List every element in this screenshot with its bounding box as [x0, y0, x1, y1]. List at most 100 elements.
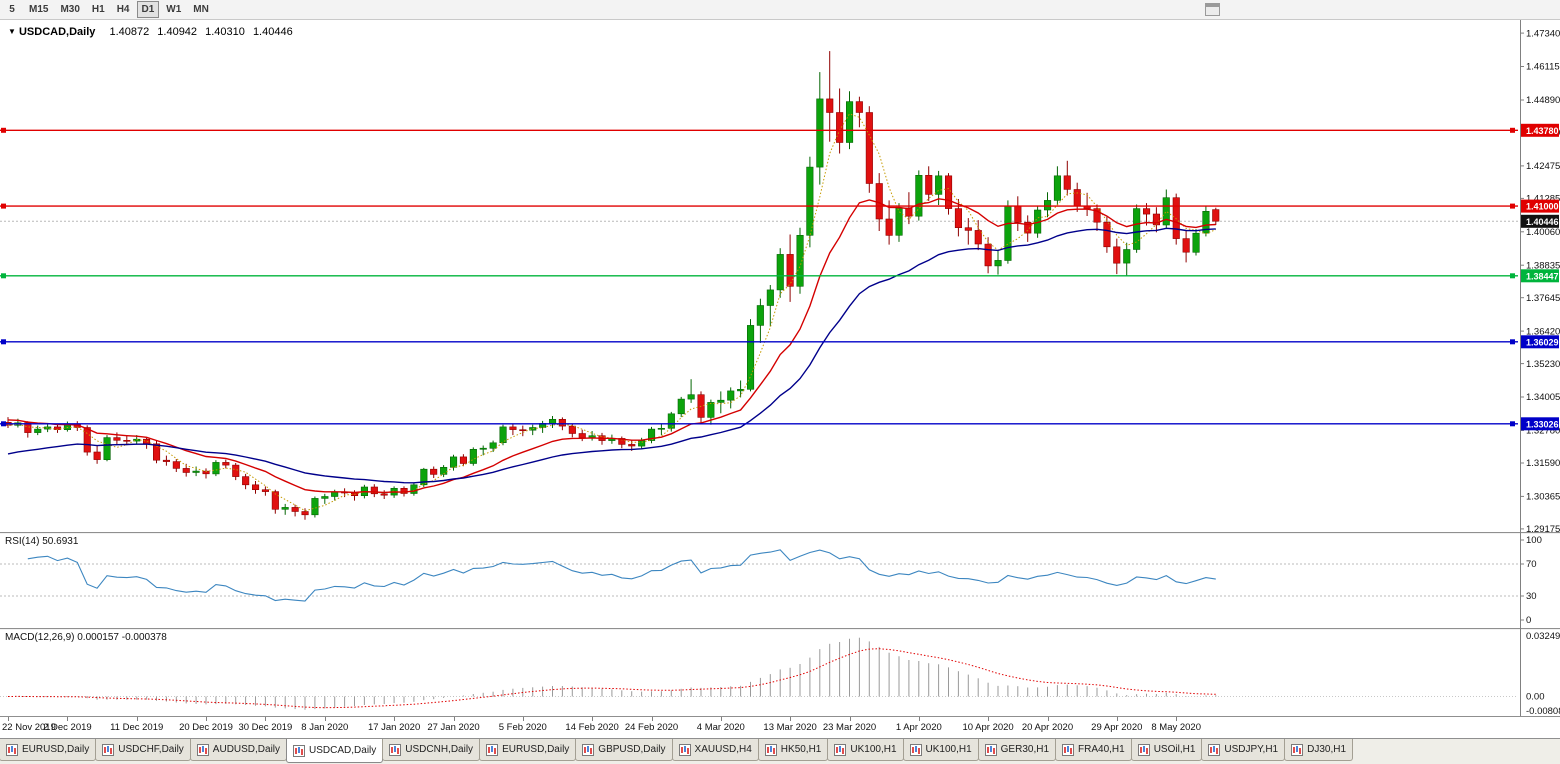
chart-tab-UK100-H1[interactable]: UK100,H1	[827, 739, 904, 761]
macd-chart[interactable]: 0.032493 0.00 -0.008086	[0, 628, 1560, 716]
chart-tab-AUDUSD-Daily[interactable]: AUDUSD,Daily	[189, 739, 288, 761]
timeframe-button-MN[interactable]: MN	[193, 4, 209, 15]
chart-tab-USDJPY-H1[interactable]: USDJPY,H1	[1201, 739, 1286, 761]
svg-text:1.46115: 1.46115	[1526, 62, 1560, 73]
chart-title: ▼ USDCAD,Daily 1.40872 1.40942 1.40310 1…	[8, 26, 293, 38]
svg-text:100: 100	[1526, 535, 1542, 546]
time-axis-tick	[790, 717, 792, 721]
timeframe-toolbar: 5 M15 M30 H1 H4 D1 W1 MN	[0, 0, 1560, 20]
timeframe-button-D1[interactable]: D1	[136, 1, 160, 18]
chart-tab-DJ30-H1[interactable]: DJ30,H1	[1284, 739, 1354, 761]
main-chart-panel[interactable]: 1.473401.461151.448901.437001.424751.412…	[0, 20, 1560, 532]
chart-tab-EURUSD-Daily[interactable]: EURUSD,Daily	[0, 739, 97, 761]
svg-text:1.37645: 1.37645	[1526, 293, 1560, 304]
time-axis-label: 20 Dec 2019	[179, 722, 233, 733]
tab-label: AUDUSD,Daily	[212, 744, 281, 755]
tab-label: UK100,H1	[850, 744, 897, 755]
chart-tab-GBPUSD-Daily[interactable]: GBPUSD,Daily	[575, 739, 673, 761]
macd-panel[interactable]: 0.032493 0.00 -0.008086	[0, 628, 1560, 716]
chart-tab-USDCAD-Daily[interactable]: USDCAD,Daily	[286, 739, 384, 763]
chart-icon	[909, 743, 922, 756]
svg-text:1.35230: 1.35230	[1526, 359, 1560, 370]
svg-text:1.42475: 1.42475	[1526, 161, 1560, 172]
time-axis-tick	[918, 717, 920, 721]
candlestick-chart[interactable]: 1.473401.461151.448901.437001.424751.412…	[0, 20, 1560, 532]
chart-tab-FRA40-H1[interactable]: FRA40,H1	[1055, 739, 1132, 761]
rsi-label: RSI(14) 50.6931	[5, 536, 79, 547]
symbol-dropdown-icon[interactable]: ▼	[8, 27, 16, 36]
time-axis-label: 17 Jan 2020	[367, 722, 421, 733]
chart-tab-USOil-H1[interactable]: USOil,H1	[1130, 739, 1203, 761]
time-axis-label: 10 Apr 2020	[962, 722, 1014, 733]
chart-tab-HK50-H1[interactable]: HK50,H1	[757, 739, 829, 761]
chart-tab-EURUSD-Daily[interactable]: EURUSD,Daily	[479, 739, 577, 761]
timeframe-button-M30[interactable]: M30	[60, 4, 80, 15]
chart-icon	[678, 743, 691, 756]
svg-text:1.31590: 1.31590	[1526, 458, 1560, 469]
chart-tab-UK100-H1[interactable]: UK100,H1	[902, 739, 979, 761]
svg-text:1.36420: 1.36420	[1526, 326, 1560, 337]
time-axis-tick	[522, 717, 524, 721]
svg-text:1.38835: 1.38835	[1526, 260, 1560, 271]
time-axis-tick	[136, 717, 138, 721]
svg-text:0: 0	[1526, 615, 1531, 626]
time-axis-label: 2 Dec 2019	[43, 722, 92, 733]
macd-label: MACD(12,26,9) 0.000157 -0.000378	[5, 632, 167, 643]
tab-label: GER30,H1	[1000, 744, 1050, 755]
time-axis-label: 1 Apr 2020	[895, 722, 942, 733]
svg-text:1.41000: 1.41000	[1526, 202, 1559, 212]
timeframe-button-5[interactable]: 5	[9, 4, 15, 15]
time-axis-tick	[1047, 717, 1049, 721]
tab-label: HK50,H1	[780, 744, 822, 755]
svg-text:30: 30	[1526, 591, 1537, 602]
svg-text:0.032493: 0.032493	[1526, 631, 1560, 642]
timeframe-button-W1[interactable]: W1	[166, 4, 182, 15]
ohlc-open: 1.40872	[109, 26, 150, 38]
tab-label: FRA40,H1	[1078, 744, 1125, 755]
time-axis-tick	[8, 717, 9, 721]
tab-label: DJ30,H1	[1307, 744, 1347, 755]
tab-label: USDJPY,H1	[1224, 744, 1279, 755]
chart-tab-USDCHF-Daily[interactable]: USDCHF,Daily	[95, 739, 191, 761]
window-icon[interactable]	[1205, 3, 1220, 16]
time-axis-label: 8 Jan 2020	[301, 722, 349, 733]
chart-icon	[1208, 743, 1221, 756]
time-axis-label: 5 Feb 2020	[498, 722, 547, 733]
time-axis-label: 8 May 2020	[1151, 722, 1202, 733]
tab-label: UK100,H1	[925, 744, 972, 755]
chart-tab-GER30-H1[interactable]: GER30,H1	[977, 739, 1057, 761]
timeframe-button-H4[interactable]: H4	[116, 4, 130, 15]
time-axis-tick	[1116, 717, 1118, 721]
svg-text:1.33026: 1.33026	[1526, 419, 1559, 429]
svg-text:1.34005: 1.34005	[1526, 392, 1560, 403]
rsi-panel[interactable]: 100 70 30 0	[0, 532, 1560, 628]
timeframe-button-H1[interactable]: H1	[91, 4, 105, 15]
time-axis-tick	[1176, 717, 1178, 721]
chart-icon	[764, 743, 777, 756]
time-axis-tick	[324, 717, 326, 721]
time-axis-tick	[651, 717, 653, 721]
tab-label: GBPUSD,Daily	[598, 744, 666, 755]
tab-label: USDCNH,Daily	[405, 744, 474, 755]
chart-icon	[984, 743, 997, 756]
time-axis-label: 13 Mar 2020	[763, 722, 817, 733]
rsi-chart[interactable]: 100 70 30 0	[0, 532, 1560, 628]
svg-text:1.40446: 1.40446	[1526, 217, 1559, 227]
time-axis-label: 29 Apr 2020	[1091, 722, 1143, 733]
time-axis-tick	[849, 717, 851, 721]
svg-text:1.43780: 1.43780	[1526, 126, 1559, 136]
time-axis-tick	[265, 717, 267, 721]
chart-tab-USDCNH-Daily[interactable]: USDCNH,Daily	[382, 739, 481, 761]
chart-tab-XAUUSD-H4[interactable]: XAUUSD,H4	[671, 739, 759, 761]
ohlc-close: 1.40446	[252, 26, 293, 38]
time-axis-tick	[592, 717, 594, 721]
tab-label: EURUSD,Daily	[22, 744, 90, 755]
time-axis[interactable]: 22 Nov 2019 2 Dec 2019 11 Dec 2019 20 Dec 2…	[0, 716, 1560, 738]
timeframe-button-M15[interactable]: M15	[29, 4, 49, 15]
time-axis-label: 20 Apr 2020	[1021, 722, 1074, 733]
svg-text:1.44890: 1.44890	[1526, 95, 1560, 106]
chart-icon	[834, 743, 847, 756]
time-axis-tick	[453, 717, 455, 721]
time-axis-tick	[67, 717, 69, 721]
svg-text:1.38447: 1.38447	[1526, 271, 1559, 281]
